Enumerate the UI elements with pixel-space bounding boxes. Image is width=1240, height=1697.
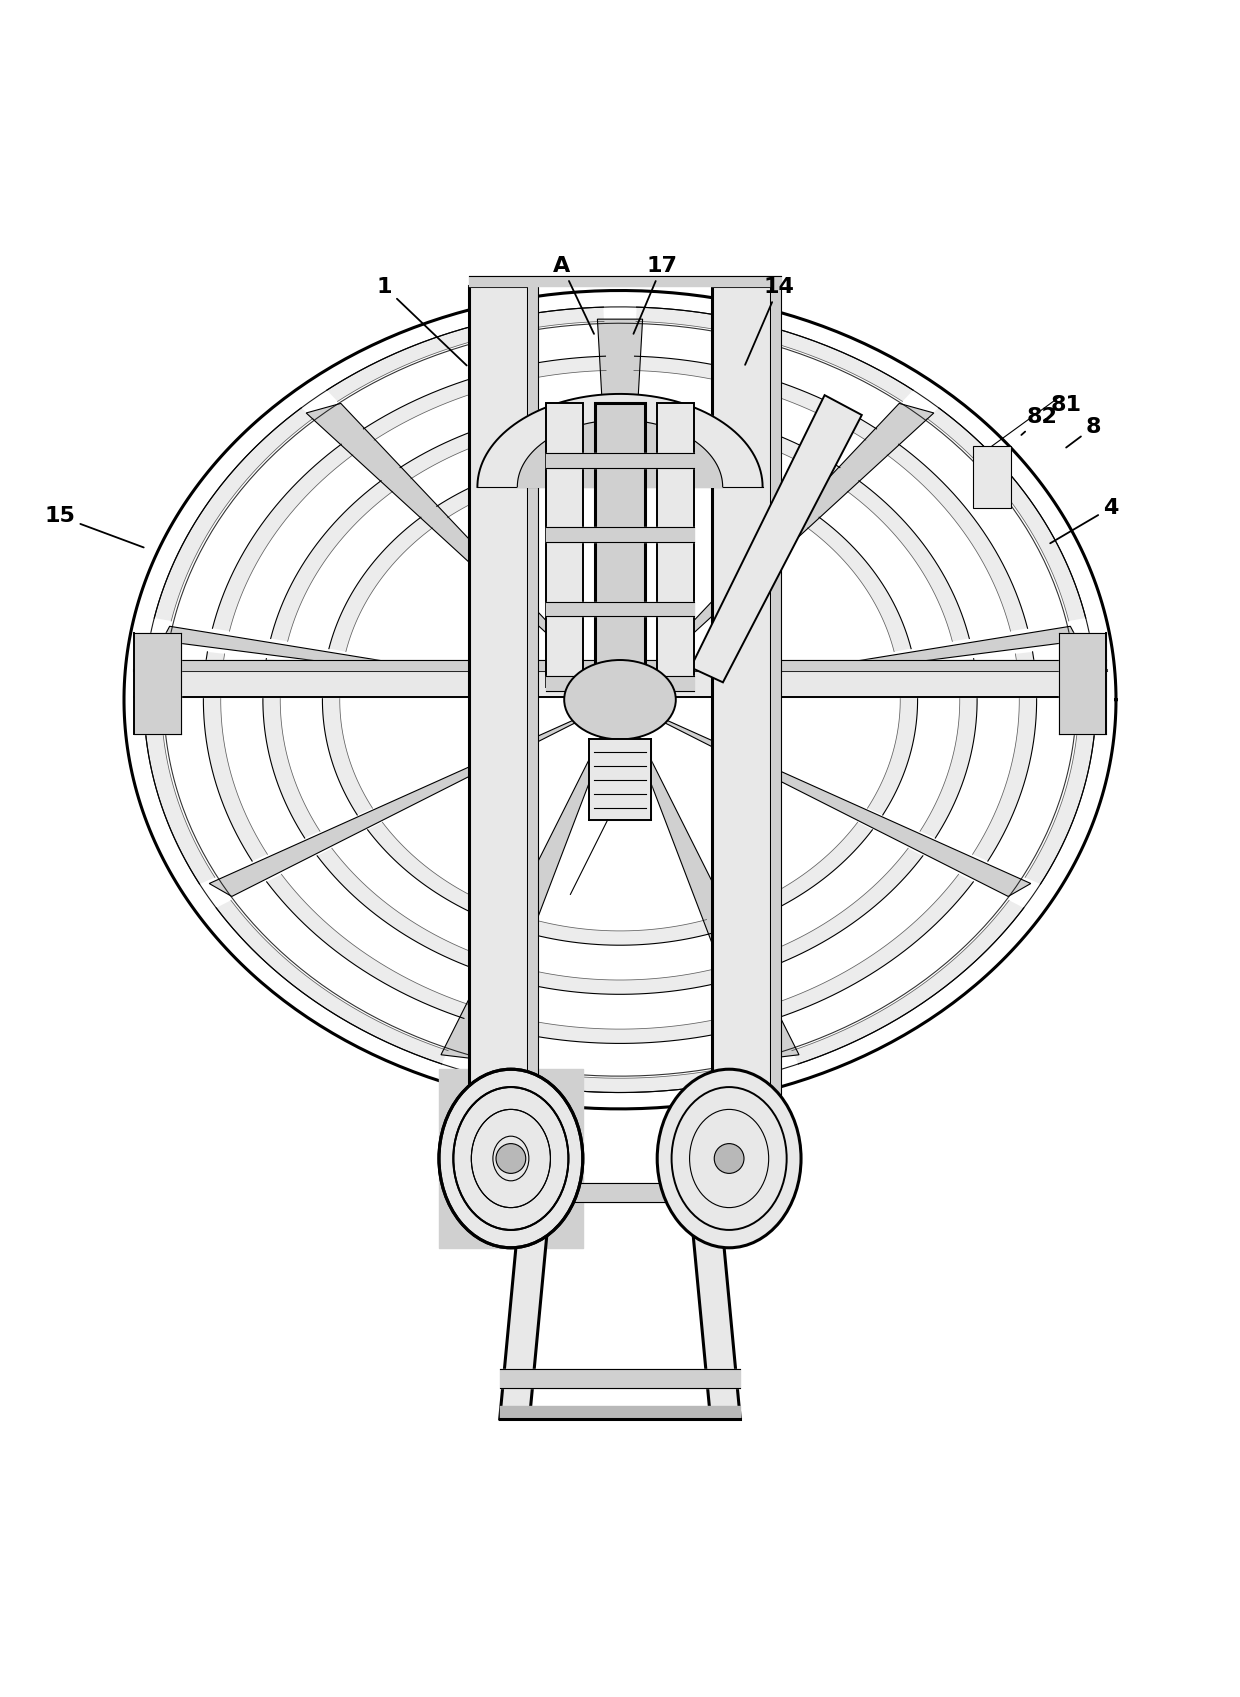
Polygon shape [154, 407, 312, 621]
Polygon shape [653, 714, 1030, 896]
Polygon shape [203, 652, 268, 860]
Text: 4: 4 [1050, 497, 1118, 543]
Ellipse shape [564, 660, 676, 740]
Polygon shape [327, 307, 604, 402]
Polygon shape [517, 419, 723, 487]
Polygon shape [317, 848, 492, 972]
Ellipse shape [657, 1069, 801, 1247]
Polygon shape [748, 848, 923, 972]
Text: 15: 15 [45, 506, 144, 548]
Circle shape [714, 1144, 744, 1173]
Polygon shape [725, 823, 873, 927]
Polygon shape [807, 518, 911, 652]
Ellipse shape [439, 1069, 583, 1247]
Polygon shape [144, 645, 215, 884]
Polygon shape [469, 287, 528, 1140]
Polygon shape [528, 920, 712, 945]
Polygon shape [477, 394, 763, 487]
Polygon shape [267, 874, 470, 1018]
Polygon shape [212, 445, 353, 631]
Circle shape [496, 1144, 526, 1173]
Polygon shape [691, 395, 862, 682]
Polygon shape [263, 658, 320, 838]
Polygon shape [770, 874, 973, 1018]
Polygon shape [973, 446, 1011, 507]
Polygon shape [595, 404, 645, 687]
Polygon shape [644, 404, 934, 675]
Polygon shape [792, 901, 1024, 1064]
Polygon shape [689, 1196, 740, 1419]
Polygon shape [510, 966, 730, 994]
Polygon shape [367, 823, 515, 927]
Polygon shape [472, 1059, 768, 1093]
Polygon shape [598, 319, 642, 667]
Text: 8: 8 [1066, 417, 1101, 448]
Polygon shape [1025, 645, 1096, 884]
Polygon shape [216, 901, 448, 1064]
Polygon shape [634, 356, 877, 440]
Polygon shape [306, 404, 596, 675]
Polygon shape [210, 714, 587, 896]
Polygon shape [546, 404, 583, 687]
Polygon shape [636, 307, 913, 402]
Polygon shape [657, 404, 694, 687]
Polygon shape [712, 287, 771, 1140]
Polygon shape [500, 1196, 551, 1419]
Polygon shape [270, 480, 393, 641]
Polygon shape [920, 658, 977, 838]
Polygon shape [630, 455, 804, 518]
Polygon shape [161, 626, 582, 694]
Text: 14: 14 [745, 277, 794, 365]
Polygon shape [658, 626, 1079, 694]
Polygon shape [632, 406, 839, 479]
Text: 81: 81 [1044, 395, 1081, 421]
Polygon shape [436, 455, 610, 518]
Polygon shape [401, 406, 608, 479]
Polygon shape [928, 407, 1086, 621]
Polygon shape [887, 445, 1028, 631]
Polygon shape [847, 480, 970, 641]
Polygon shape [868, 665, 918, 815]
Text: A: A [553, 256, 594, 334]
Polygon shape [363, 356, 606, 440]
Polygon shape [491, 1013, 749, 1044]
Polygon shape [631, 730, 799, 1061]
Text: 17: 17 [634, 256, 678, 334]
Text: 82: 82 [1022, 407, 1056, 434]
Polygon shape [329, 518, 433, 652]
Polygon shape [972, 652, 1037, 860]
Polygon shape [322, 665, 372, 815]
Polygon shape [441, 730, 609, 1061]
Text: 1: 1 [377, 277, 466, 365]
